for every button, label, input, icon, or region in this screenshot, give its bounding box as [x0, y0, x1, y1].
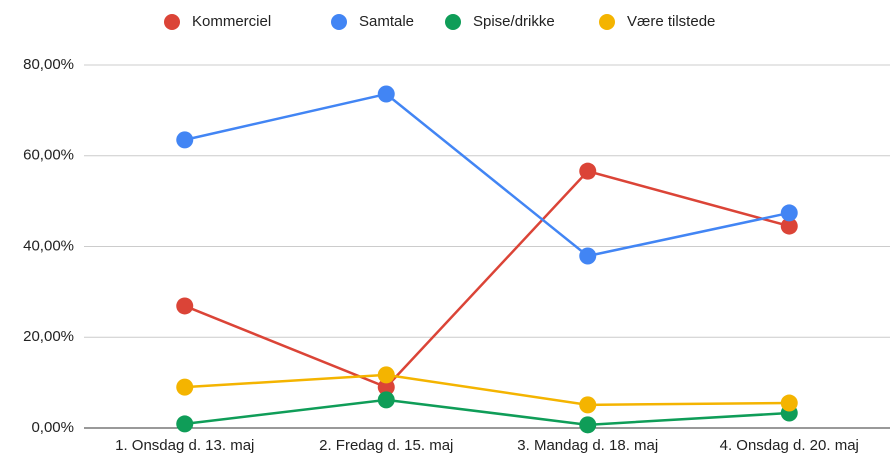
- data-point: [377, 85, 395, 103]
- data-point: [176, 131, 194, 149]
- y-tick-label: 20,00%: [23, 328, 74, 345]
- x-tick-label: 1. Onsdag d. 13. maj: [115, 437, 254, 454]
- data-point: [176, 297, 194, 315]
- data-point: [579, 247, 597, 265]
- y-tick-label: 60,00%: [23, 147, 74, 164]
- series-line: [184, 169, 790, 389]
- x-tick-label: 4. Onsdag d. 20. maj: [720, 437, 859, 454]
- data-point: [377, 366, 395, 384]
- data-point: [377, 378, 395, 396]
- y-tick-label: 40,00%: [23, 237, 74, 254]
- legend-label: Spise/drikke: [473, 13, 555, 30]
- legend-marker: [599, 14, 615, 30]
- legend-marker: [331, 14, 347, 30]
- x-tick-label: 3. Mandag d. 18. maj: [517, 437, 658, 454]
- series-line: [184, 398, 790, 427]
- legend-label: Samtale: [359, 13, 414, 30]
- data-point: [780, 394, 798, 412]
- y-tick-label: 0,00%: [31, 419, 74, 436]
- data-point: [780, 204, 798, 222]
- data-point: [780, 217, 798, 235]
- legend-marker: [164, 14, 180, 30]
- data-point: [579, 162, 597, 180]
- data-point: [579, 396, 597, 414]
- y-tick-label: 80,00%: [23, 56, 74, 73]
- x-tick-label: 2. Fredag d. 15. maj: [319, 437, 453, 454]
- series-line: [184, 373, 790, 407]
- series-line: [184, 92, 790, 258]
- data-point: [377, 391, 395, 409]
- data-point: [176, 378, 194, 396]
- data-point: [176, 415, 194, 433]
- legend-marker: [445, 14, 461, 30]
- data-point: [579, 416, 597, 434]
- legend-label: Kommerciel: [192, 13, 271, 30]
- legend-label: Være tilstede: [627, 13, 715, 30]
